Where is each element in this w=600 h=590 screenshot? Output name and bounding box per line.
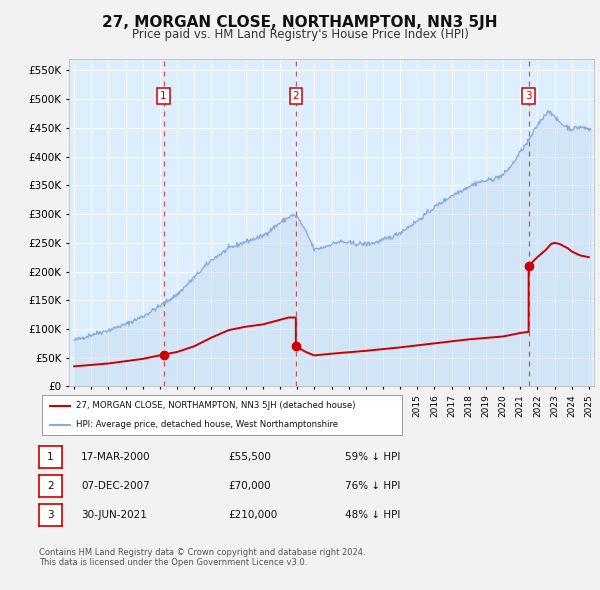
Text: 3: 3 xyxy=(526,91,532,101)
Text: 2: 2 xyxy=(293,91,299,101)
Text: 3: 3 xyxy=(47,510,54,520)
Text: £55,500: £55,500 xyxy=(228,453,271,462)
Text: 27, MORGAN CLOSE, NORTHAMPTON, NN3 5JH: 27, MORGAN CLOSE, NORTHAMPTON, NN3 5JH xyxy=(102,15,498,30)
Text: 30-JUN-2021: 30-JUN-2021 xyxy=(81,510,147,520)
Text: 17-MAR-2000: 17-MAR-2000 xyxy=(81,453,151,462)
Text: HPI: Average price, detached house, West Northamptonshire: HPI: Average price, detached house, West… xyxy=(76,420,338,430)
Text: £70,000: £70,000 xyxy=(228,481,271,491)
Text: 48% ↓ HPI: 48% ↓ HPI xyxy=(345,510,400,520)
Text: 2: 2 xyxy=(47,481,54,491)
Text: 1: 1 xyxy=(47,453,54,462)
Text: 1: 1 xyxy=(160,91,167,101)
Text: 27, MORGAN CLOSE, NORTHAMPTON, NN3 5JH (detached house): 27, MORGAN CLOSE, NORTHAMPTON, NN3 5JH (… xyxy=(76,401,356,411)
Text: Contains HM Land Registry data © Crown copyright and database right 2024.
This d: Contains HM Land Registry data © Crown c… xyxy=(39,548,365,567)
Text: 59% ↓ HPI: 59% ↓ HPI xyxy=(345,453,400,462)
Text: £210,000: £210,000 xyxy=(228,510,277,520)
Text: 07-DEC-2007: 07-DEC-2007 xyxy=(81,481,150,491)
Text: Price paid vs. HM Land Registry's House Price Index (HPI): Price paid vs. HM Land Registry's House … xyxy=(131,28,469,41)
Text: 76% ↓ HPI: 76% ↓ HPI xyxy=(345,481,400,491)
